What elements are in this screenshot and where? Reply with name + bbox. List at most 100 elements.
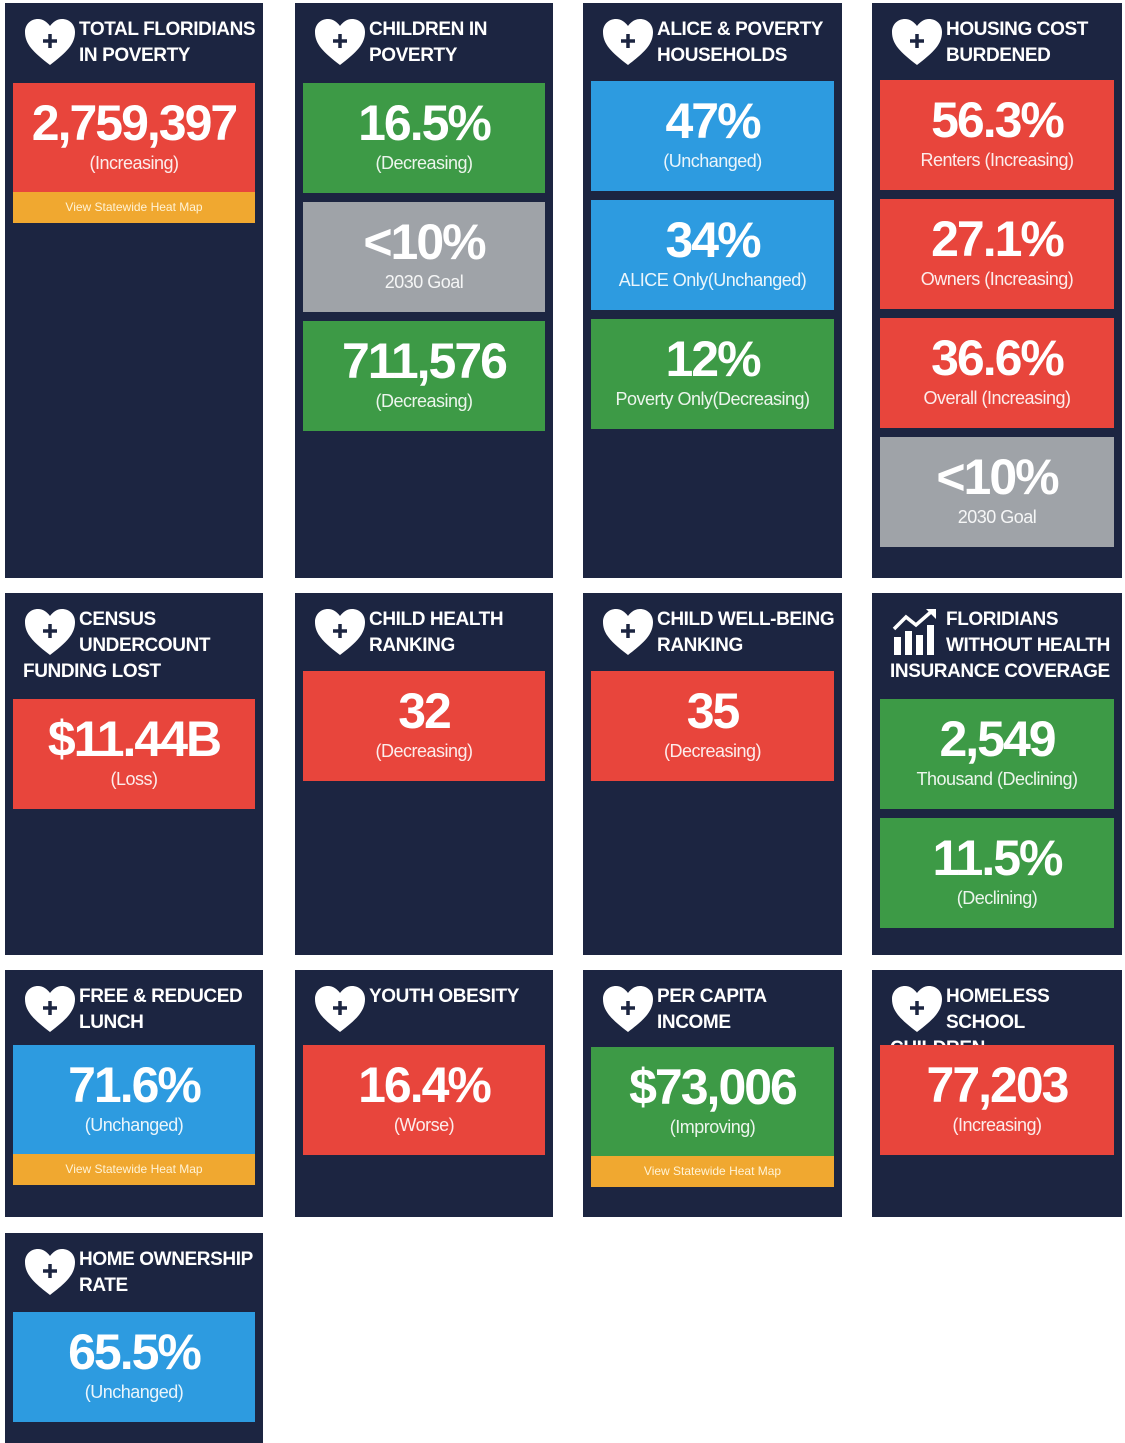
stat-tile: 47% (Unchanged) [591,81,834,191]
stat-tile: 711,576 (Decreasing) [303,321,545,431]
card-header: PER CAPITA INCOME [601,984,838,1036]
stat-tile: 35 (Decreasing) [591,671,834,781]
card-header: CHILDREN IN POVERTY [313,17,549,69]
stat-caption: (Unchanged) [663,151,762,171]
stat-tile: 32 (Decreasing) [303,671,545,781]
stat-tile: 36.6% Overall (Increasing) [880,318,1114,428]
heart-icon [603,609,653,655]
card: TOTAL FLORIDIANS IN POVERTY 2,759,397 (Inc… [5,3,263,578]
stat-value: 2,759,397 [31,95,238,151]
card: HOMELESS SCHOOL CHILDREN77,203(Increasin… [872,970,1122,1217]
stat-value: 47% [665,93,761,149]
stat-caption: 2030 Goal [384,272,464,292]
stat-tile: 56.3% Renters (Increasing) [880,80,1114,190]
card-title: HOUSING COST BURDENED [946,19,1088,66]
heart-icon [315,609,365,655]
stat-value: 32 [398,683,452,739]
stat-value: 11.5% [932,830,1063,886]
stat-caption: (Unchanged) [84,1382,184,1402]
card-header: HOME OWNERSHIP RATE [23,1247,259,1299]
stat-value: 16.4% [358,1057,492,1113]
stat-caption: (Loss) [110,769,158,789]
card: ALICE & POVERTY HOUSEHOLDS 47% (Unchanged)… [583,3,842,578]
stat-caption: (Declining) [956,888,1038,908]
stat-value: $73,006 [629,1059,798,1115]
stat-tile: <10% 2030 Goal [880,437,1114,547]
card-title: HOME OWNERSHIP RATE [79,1249,253,1296]
card: CENSUS UNDERCOUNT FUNDING LOST $11.44B (Lo… [5,593,263,955]
card-title: YOUTH OBESITY [369,986,519,1007]
stat-tile: 16.5% (Decreasing) [303,83,545,193]
heart-icon [25,19,75,65]
stat-tile: 77,203 (Increasing) [880,1045,1114,1155]
stat-caption: Renters (Increasing) [920,150,1074,170]
heart-icon [315,986,365,1032]
stat-caption: (Decreasing) [375,153,473,173]
card-title: FREE & REDUCED LUNCH [79,986,243,1033]
stat-caption: ALICE Only(Unchanged) [618,270,807,290]
stat-value: 65.5% [68,1324,202,1380]
card-title: ALICE & POVERTY HOUSEHOLDS [657,19,823,66]
heat-map-button[interactable]: View Statewide Heat Map [591,1156,834,1187]
stat-caption: Overall (Increasing) [923,388,1071,408]
stat-caption: 2030 Goal [957,507,1037,527]
stat-caption: (Increasing) [952,1115,1042,1135]
stat-value: 27.1% [931,211,1065,267]
stat-value: 71.6% [68,1057,202,1113]
heart-icon [25,1249,75,1295]
card: HOME OWNERSHIP RATE 65.5% (Unchanged) [5,1233,263,1443]
card-header: FREE & REDUCED LUNCH [23,984,259,1036]
heart-icon [25,609,75,655]
heart-icon [892,19,942,65]
heat-map-button[interactable]: View Statewide Heat Map [13,1154,255,1185]
stat-value: 34% [665,212,761,268]
stat-tile: 16.4% (Worse) [303,1045,545,1155]
stat-tile: 27.1% Owners (Increasing) [880,199,1114,309]
stat-tile: <10% 2030 Goal [303,202,545,312]
card-header: ALICE & POVERTY HOUSEHOLDS [601,17,838,69]
stat-value: 77,203 [926,1057,1070,1113]
stat-value: 36.6% [931,330,1065,386]
stat-value: <10% [363,214,486,270]
card: HOUSING COST BURDENED 56.3% Renters (Incre… [872,3,1122,578]
heart-icon [603,19,653,65]
stat-caption: Owners (Increasing) [920,269,1074,289]
card: CHILD WELL-BEING RANKING 35 (Decreasing) [583,593,842,955]
card-header: HOUSING COST BURDENED [890,17,1118,69]
card: CHILDREN IN POVERTY 16.5% (Decreasing) <10%… [295,3,553,578]
heart-icon [603,986,653,1032]
stat-value: 2,549 [939,711,1056,767]
stat-caption: (Decreasing) [375,391,473,411]
stat-caption: Thousand (Declining) [916,769,1078,789]
card-header: CENSUS UNDERCOUNT FUNDING LOST [23,607,259,685]
card: PER CAPITA INCOME $73,006 (Improving) View … [583,970,842,1217]
stat-tile: 2,759,397 (Increasing) [13,83,255,193]
card-header: YOUTH OBESITY [313,984,549,1034]
stat-value: 12% [665,331,761,387]
card: YOUTH OBESITY 16.4% (Worse) [295,970,553,1217]
card-title: TOTAL FLORIDIANS IN POVERTY [79,19,256,66]
stat-tile: 2,549 Thousand (Declining) [880,699,1114,809]
heat-map-button[interactable]: View Statewide Heat Map [13,192,255,223]
heart-icon [25,986,75,1032]
stat-value: 16.5% [358,95,492,151]
stat-tile: 65.5% (Unchanged) [13,1312,255,1422]
card-title: CHILD HEALTH RANKING [369,609,504,656]
stat-tile: 34% ALICE Only(Unchanged) [591,200,834,310]
card: FLORIDIANS WITHOUT HEALTH INSURANCE COVE… [872,593,1122,955]
stat-value: <10% [936,449,1059,505]
stat-caption: (Worse) [393,1115,455,1135]
stat-value: $11.44B [47,711,222,767]
stat-caption: (Unchanged) [84,1115,184,1135]
card-title: CHILDREN IN POVERTY [369,19,488,66]
heart-icon [892,986,942,1032]
stat-tile: $11.44B (Loss) [13,699,255,809]
stat-value: 35 [686,683,741,739]
stat-tile: 71.6% (Unchanged) [13,1045,255,1155]
stat-value: 56.3% [931,92,1065,148]
chart-icon [892,609,936,655]
card-title: CENSUS UNDERCOUNT FUNDING LOST [23,609,211,682]
stat-caption: Poverty Only(Decreasing) [615,389,810,409]
card-header: CHILD HEALTH RANKING [313,607,549,659]
